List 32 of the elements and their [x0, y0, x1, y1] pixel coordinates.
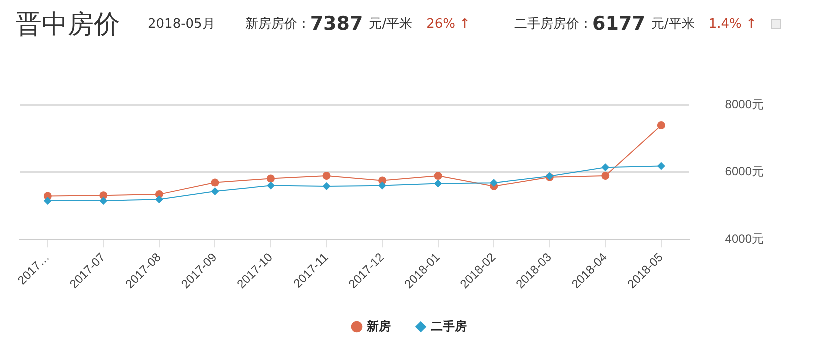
point [100, 196, 108, 205]
point [211, 188, 220, 196]
point [378, 182, 387, 190]
legend-label: 二手房 [431, 319, 467, 334]
point [266, 174, 275, 183]
y-tick-label: 4000元 [725, 232, 764, 246]
text: 26% ↑ [426, 16, 471, 32]
chart-title: 晋中房价 [16, 8, 120, 42]
point [657, 122, 666, 130]
text: 二手房房价： [514, 16, 593, 33]
point [434, 172, 442, 180]
text: 1.4% ↑ [708, 16, 757, 32]
point [602, 172, 610, 180]
text: 元/平米 [369, 16, 413, 33]
point [490, 179, 498, 188]
text: 2018-05月 [148, 16, 216, 33]
point [322, 172, 331, 180]
point [44, 196, 52, 205]
point [322, 182, 331, 190]
point [657, 162, 666, 170]
point [155, 196, 164, 204]
text: 7387 [310, 13, 364, 35]
point [602, 164, 610, 172]
point [211, 178, 220, 187]
point [434, 180, 442, 188]
legend-label: 新房 [366, 319, 391, 334]
point [266, 182, 275, 190]
text: 6177 [592, 13, 646, 35]
text: 新房房价： [245, 16, 310, 33]
text: 元/平米 [651, 16, 695, 33]
y-tick-label: 6000元 [725, 164, 764, 179]
y-tick-label: 8000元 [725, 97, 764, 112]
